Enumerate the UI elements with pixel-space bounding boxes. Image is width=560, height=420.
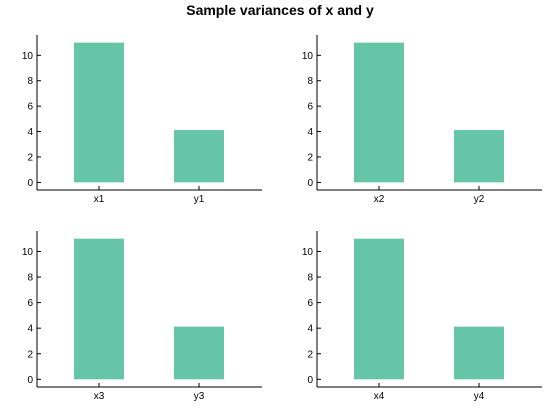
y-tick-label: 4 — [27, 324, 33, 335]
x-tick-label-y4: y4 — [474, 391, 485, 402]
y-tick-label: 8 — [307, 273, 313, 284]
y-tick-label: 4 — [307, 324, 313, 335]
y-tick-label: 0 — [27, 178, 33, 189]
x-tick-label-y3: y3 — [194, 391, 205, 402]
x-tick-label-y2: y2 — [474, 194, 485, 205]
y-tick-label: 2 — [27, 152, 33, 163]
bar-x3 — [74, 238, 124, 380]
x-tick-label-y1: y1 — [194, 194, 205, 205]
bar-y4 — [454, 326, 504, 380]
y-tick-label: 10 — [302, 51, 314, 62]
y-tick-label: 2 — [307, 349, 313, 360]
y-tick-label: 10 — [22, 247, 34, 258]
y-tick-label: 8 — [27, 273, 33, 284]
x-tick-label-x1: x1 — [94, 194, 105, 205]
y-tick-label: 0 — [307, 375, 313, 386]
y-tick-label: 4 — [307, 127, 313, 138]
y-tick-label: 0 — [307, 178, 313, 189]
y-tick-label: 6 — [27, 298, 33, 309]
x-tick-label-x2: x2 — [374, 194, 385, 205]
bar-y2 — [454, 130, 504, 183]
y-tick-label: 8 — [307, 76, 313, 87]
bar-x1 — [74, 42, 124, 183]
y-tick-label: 0 — [27, 375, 33, 386]
y-tick-label: 10 — [302, 247, 314, 258]
bar-y3 — [174, 326, 224, 380]
y-tick-label: 6 — [307, 298, 313, 309]
y-tick-label: 10 — [22, 51, 34, 62]
y-tick-label: 2 — [27, 349, 33, 360]
y-tick-label: 6 — [27, 102, 33, 113]
bar-y1 — [174, 130, 224, 183]
y-tick-label: 2 — [307, 152, 313, 163]
x-tick-label-x3: x3 — [94, 391, 105, 402]
y-tick-label: 4 — [27, 127, 33, 138]
y-tick-label: 8 — [27, 76, 33, 87]
x-tick-label-x4: x4 — [374, 391, 385, 402]
bar-x4 — [354, 238, 404, 380]
y-tick-label: 6 — [307, 102, 313, 113]
chart-title: Sample variances of x and y — [186, 2, 374, 18]
bar-x2 — [354, 42, 404, 183]
